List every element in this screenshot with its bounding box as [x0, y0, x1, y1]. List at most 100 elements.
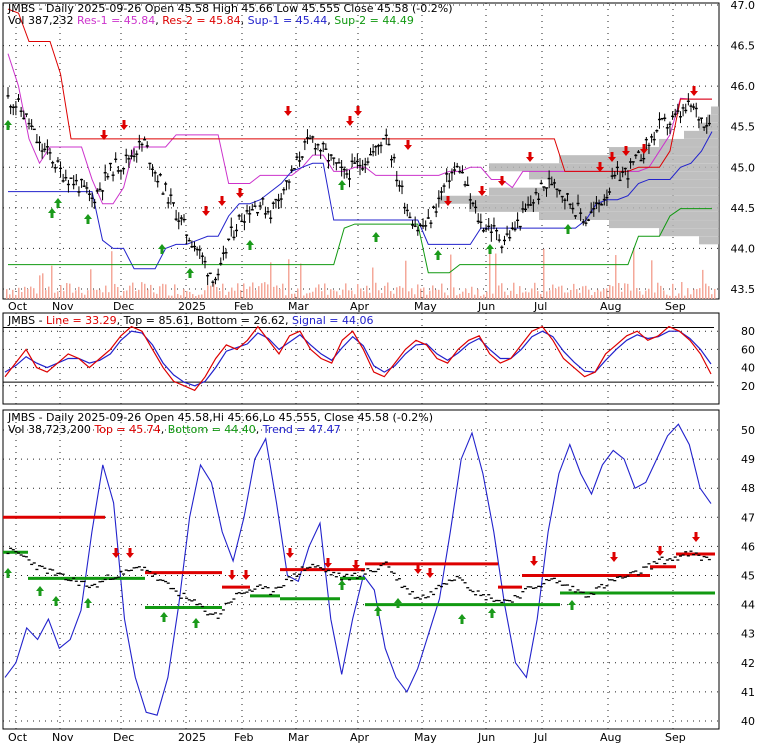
up-arrow-icon — [372, 232, 380, 242]
down-arrow-icon — [414, 564, 422, 574]
sr-line-res-2 — [7, 8, 712, 172]
price-y-tick: 45.5 — [731, 121, 756, 134]
down-arrow-icon — [354, 106, 362, 116]
stoch-line — [4, 325, 712, 392]
up-arrow-icon — [160, 612, 168, 622]
price-ticks-lower — [6, 547, 711, 619]
price-x-label: Sep — [665, 300, 686, 313]
stoch-y-tick: 60 — [741, 343, 755, 356]
trend-y-tick: 44 — [741, 599, 755, 612]
down-arrow-icon — [284, 106, 292, 116]
trend-x-label: May — [414, 731, 437, 744]
down-arrow-icon — [242, 570, 250, 580]
trend-x-label: Jun — [477, 731, 495, 744]
down-arrow-icon — [526, 152, 534, 162]
down-arrow-icon — [228, 570, 236, 580]
price-x-label: Feb — [234, 300, 253, 313]
stoch-y-tick: 80 — [741, 325, 755, 338]
down-arrow-icon — [530, 556, 538, 566]
trend-x-label: Aug — [600, 731, 621, 744]
price-x-label: Mar — [288, 300, 309, 313]
sr-line-sup-2 — [8, 208, 712, 274]
price-x-label: Oct — [8, 300, 28, 313]
down-arrow-icon — [112, 548, 120, 558]
trend-y-tick: 50 — [741, 424, 755, 437]
up-arrow-icon — [48, 208, 56, 218]
trend-y-tick: 45 — [741, 570, 755, 583]
up-arrow-icon — [486, 244, 494, 254]
down-arrow-icon — [610, 552, 618, 562]
price-legend: Vol 387,232 Res-1 = 45.84, Res-2 = 45.84… — [8, 14, 414, 27]
trend-y-tick: 40 — [741, 715, 755, 728]
down-arrow-icon — [608, 152, 616, 162]
trend-y-tick: 49 — [741, 453, 755, 466]
price-y-tick: 45.0 — [731, 161, 756, 174]
price-x-label: May — [414, 300, 437, 313]
trend-legend: Vol 38,723,200 Top = 45.74, Bottom = 44.… — [8, 423, 341, 436]
up-arrow-icon — [84, 598, 92, 608]
price-x-label: Jun — [477, 300, 495, 313]
price-y-tick: 47.0 — [731, 0, 756, 12]
down-arrow-icon — [100, 130, 108, 140]
price-x-label: 2025 — [178, 300, 206, 313]
down-arrow-icon — [690, 86, 698, 96]
up-arrow-icon — [158, 244, 166, 254]
down-arrow-icon — [498, 176, 506, 186]
up-arrow-icon — [4, 568, 12, 578]
trend-x-label: 2025 — [178, 731, 206, 744]
up-arrow-icon — [84, 214, 92, 224]
price-y-tick: 44.0 — [731, 242, 756, 255]
trend-x-label: Dec — [113, 731, 134, 744]
down-arrow-icon — [352, 560, 360, 570]
trend-x-label: Sep — [665, 731, 686, 744]
down-arrow-icon — [346, 116, 354, 126]
up-arrow-icon — [36, 586, 44, 596]
down-arrow-icon — [692, 532, 700, 542]
price-x-label: Jul — [533, 300, 547, 313]
down-arrow-icon — [236, 188, 244, 198]
trend-x-label: Nov — [52, 731, 74, 744]
down-arrow-icon — [218, 196, 226, 206]
down-arrow-icon — [120, 120, 128, 130]
down-arrow-icon — [656, 546, 664, 556]
up-arrow-icon — [338, 180, 346, 190]
grid-dots — [3, 3, 719, 299]
up-arrow-icon — [458, 614, 466, 624]
trend-title: JMBS - Daily 2025-09-26 Open 45.58,Hi 45… — [7, 411, 433, 424]
down-arrow-icon — [286, 548, 294, 558]
price-title: JMBS - Daily 2025-09-26 Open 45.58 High … — [7, 2, 453, 15]
up-arrow-icon — [568, 600, 576, 610]
trend-y-tick: 42 — [741, 657, 755, 670]
sr-line-sup-1 — [8, 131, 713, 270]
up-arrow-icon — [564, 224, 572, 234]
down-arrow-icon — [596, 162, 604, 172]
price-y-tick: 46.0 — [731, 80, 756, 93]
up-arrow-icon — [246, 240, 254, 250]
down-arrow-icon — [640, 144, 648, 154]
trend-x-label: Oct — [8, 731, 28, 744]
up-arrow-icon — [338, 580, 346, 590]
trend-y-tick: 47 — [741, 511, 755, 524]
up-arrow-icon — [394, 598, 402, 608]
price-y-tick: 43.5 — [731, 283, 756, 296]
stochastic-panel — [2, 312, 720, 405]
up-arrow-icon — [434, 250, 442, 260]
up-arrow-icon — [192, 618, 200, 628]
trend-y-tick: 46 — [741, 540, 755, 553]
down-arrow-icon — [622, 146, 630, 156]
trend-y-tick: 48 — [741, 482, 755, 495]
up-arrow-icon — [4, 120, 12, 130]
trend-x-label: Jul — [533, 731, 547, 744]
up-arrow-icon — [186, 268, 194, 278]
price-x-label: Aug — [600, 300, 621, 313]
down-arrow-icon — [324, 558, 332, 568]
price-y-tick: 44.5 — [731, 202, 756, 215]
stoch-y-tick: 40 — [741, 362, 755, 375]
price-bars — [6, 87, 711, 287]
trend-line — [4, 423, 712, 716]
price-panel — [2, 2, 720, 300]
up-arrow-icon — [54, 198, 62, 208]
price-y-tick: 46.5 — [731, 40, 756, 53]
trend-x-label: Mar — [288, 731, 309, 744]
